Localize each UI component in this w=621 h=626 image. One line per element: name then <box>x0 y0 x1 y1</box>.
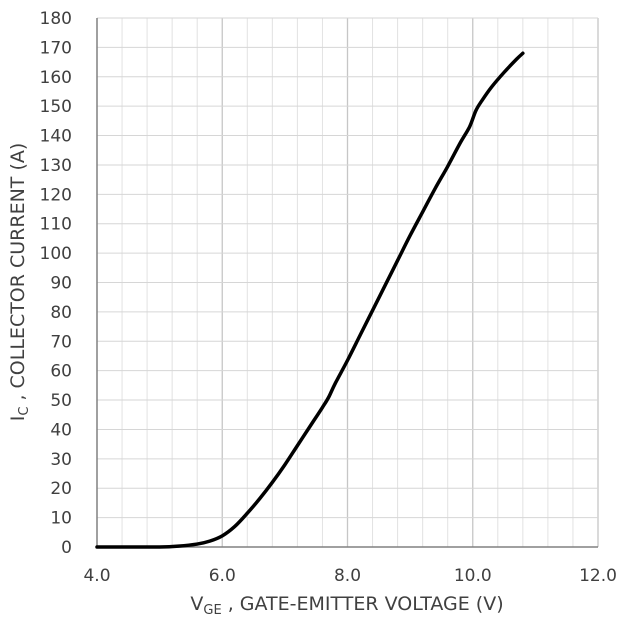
y-tick-label: 120 <box>40 185 72 205</box>
grid <box>97 17 599 547</box>
y-tick-label: 140 <box>40 127 72 147</box>
y-tick-label: 40 <box>50 420 72 440</box>
y-tick-label: 20 <box>50 479 72 499</box>
y-tick-label: 0 <box>61 538 72 558</box>
x-tick-label: 8.0 <box>334 566 361 586</box>
y-tick-label: 170 <box>40 38 72 58</box>
tick-labels: 4.0 6.0 8.0 10.0 12.0 0 10 20 30 40 50 60 70 80 90 100 1… <box>40 9 617 586</box>
series-line <box>95 51 525 549</box>
y-tick-label: 110 <box>40 215 72 235</box>
y-tick-label: 130 <box>40 156 72 176</box>
x-tick-label: 4.0 <box>83 566 110 586</box>
series-layer <box>95 51 525 549</box>
x-axis-title: VGE , GATE-EMITTER VOLTAGE (V) <box>190 593 503 618</box>
y-tick-label: 60 <box>50 362 72 382</box>
y-tick-label: 90 <box>50 274 72 294</box>
y-tick-label: 160 <box>40 68 72 88</box>
x-tick-label: 10.0 <box>454 566 492 586</box>
x-tick-label: 6.0 <box>209 566 236 586</box>
y-tick-label: 100 <box>40 244 72 264</box>
y-tick-label: 10 <box>50 509 72 529</box>
x-tick-label: 12.0 <box>579 566 617 586</box>
y-tick-label: 70 <box>50 332 72 352</box>
y-axis-title: IC , COLLECTOR CURRENT (A) <box>7 143 32 422</box>
y-tick-label: 50 <box>50 391 72 411</box>
y-tick-label: 150 <box>40 97 72 117</box>
y-tick-label: 80 <box>50 303 72 323</box>
y-tick-label: 180 <box>40 9 72 29</box>
y-tick-label: 30 <box>50 450 72 470</box>
